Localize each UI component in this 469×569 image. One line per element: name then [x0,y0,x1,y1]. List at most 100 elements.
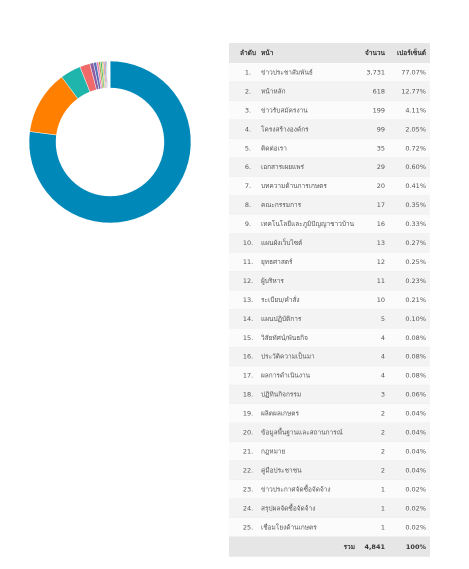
row-bg [229,252,430,272]
row-bg [229,423,430,442]
row-bg [229,498,430,518]
rank-cell: 15. [243,334,253,342]
percent-cell: 0.02% [405,485,426,493]
percent-cell: 0.21% [405,296,426,304]
page-cell: ข่าวรับสมัครงาน [261,106,308,114]
percent-cell: 0.02% [405,523,426,531]
page-cell: ผลการดำเนินงาน [261,372,311,380]
percent-cell: 0.04% [405,429,426,437]
rank-cell: 2. [245,87,251,95]
table-header-bg [229,43,430,63]
count-cell: 16 [377,220,385,228]
total-percent: 100% [406,543,427,551]
page-cell: ผู้บริหาร [261,277,284,285]
rank-cell: 14. [243,315,253,323]
percent-cell: 0.04% [405,447,426,455]
row-bg [229,347,430,367]
header-cell: ลำดับ [240,49,256,57]
row-bg [229,309,430,329]
percent-cell: 0.60% [405,163,426,171]
percent-cell: 0.08% [405,353,426,361]
page-cell: เทคโนโลยีและภูมิปัญญาชาวบ้าน [261,220,355,228]
row-bg [229,479,430,499]
page-cell: ข่าวประชาสัมพันธ์ [261,68,313,76]
count-cell: 4 [381,334,385,342]
count-cell: 2 [381,410,385,418]
count-cell: 618 [373,87,385,95]
page-cell: แผนปฏิบัติการ [261,315,302,323]
row-bg [229,460,430,480]
count-cell: 17 [377,201,385,209]
row-bg [229,517,430,537]
page-cell: เอกสารเผยแพร่ [261,163,304,171]
percent-cell: 0.41% [405,182,426,190]
rank-cell: 9. [245,220,251,228]
rank-cell: 6. [245,163,251,171]
percent-cell: 0.72% [405,144,426,152]
count-cell: 3,731 [366,68,385,76]
rank-cell: 13. [243,296,253,304]
rank-cell: 1. [245,68,251,76]
percent-cell: 0.04% [405,410,426,418]
page-cell: ผลิตผลเกษตร [261,410,299,418]
percent-cell: 0.25% [405,258,426,266]
page-cell: ติดต่อเรา [261,144,287,152]
header-cell: หน้า [261,48,274,57]
row-bg [229,63,430,82]
count-cell: 11 [377,277,385,285]
percent-cell: 0.33% [405,220,426,228]
count-cell: 10 [377,296,385,304]
page-cell: คู่มือประชาชน [261,466,302,474]
page-cell: แผนผังเว็บไซต์ [261,238,302,247]
count-cell: 199 [373,106,385,114]
row-bg [229,81,430,101]
percent-cell: 2.05% [405,125,426,133]
percent-cell: 0.02% [405,504,426,512]
rank-cell: 3. [245,106,251,114]
page-cell: กฎหมาย [261,447,286,455]
count-cell: 1 [381,523,385,531]
rank-cell: 10. [243,239,253,247]
count-cell: 35 [377,144,385,152]
row-bg [229,233,430,253]
rank-cell: 23. [243,485,253,493]
rank-cell: 21. [243,447,253,455]
page-cell: ประวัติความเป็นมา [261,352,315,361]
page-cell: คณะกรรมการ [261,201,302,209]
percent-cell: 0.08% [405,372,426,380]
percent-cell: 77.07% [401,68,426,76]
rank-cell: 20. [243,429,253,437]
page-cell: สรุปผลจัดซื้อจัดจ้าง [261,503,315,512]
row-bg [229,176,430,196]
total-label: รวม [344,543,355,551]
header-cell: เปอร์เซ็นต์ [397,48,426,57]
row-bg [229,271,430,291]
percent-cell: 0.23% [405,277,426,285]
row-bg [229,366,430,386]
row-bg [229,100,430,120]
total-count: 4,841 [364,543,385,551]
rank-cell: 16. [243,353,253,361]
page-cell: ระเบียบ/คำสั่ง [261,295,300,304]
rank-cell: 19. [243,410,253,418]
rank-cell: 18. [243,391,253,399]
rank-cell: 24. [243,504,253,512]
percent-cell: 0.27% [405,239,426,247]
rank-cell: 7. [245,182,251,190]
count-cell: 3 [381,391,385,399]
percent-cell: 0.10% [405,315,426,323]
percent-cell: 0.35% [405,201,426,209]
percent-cell: 0.06% [405,391,426,399]
rank-cell: 17. [243,372,253,380]
row-bg [229,404,430,424]
rank-cell: 25. [243,523,253,531]
row-bg [229,385,430,405]
rank-cell: 8. [245,201,251,209]
count-cell: 1 [381,485,385,493]
page-cell: ข่าวประกาศจัดซื้อจัดจ้าง [261,484,331,493]
count-cell: 99 [377,125,385,133]
percent-cell: 0.04% [405,466,426,474]
percent-cell: 12.77% [401,87,426,95]
count-cell: 20 [377,182,385,190]
